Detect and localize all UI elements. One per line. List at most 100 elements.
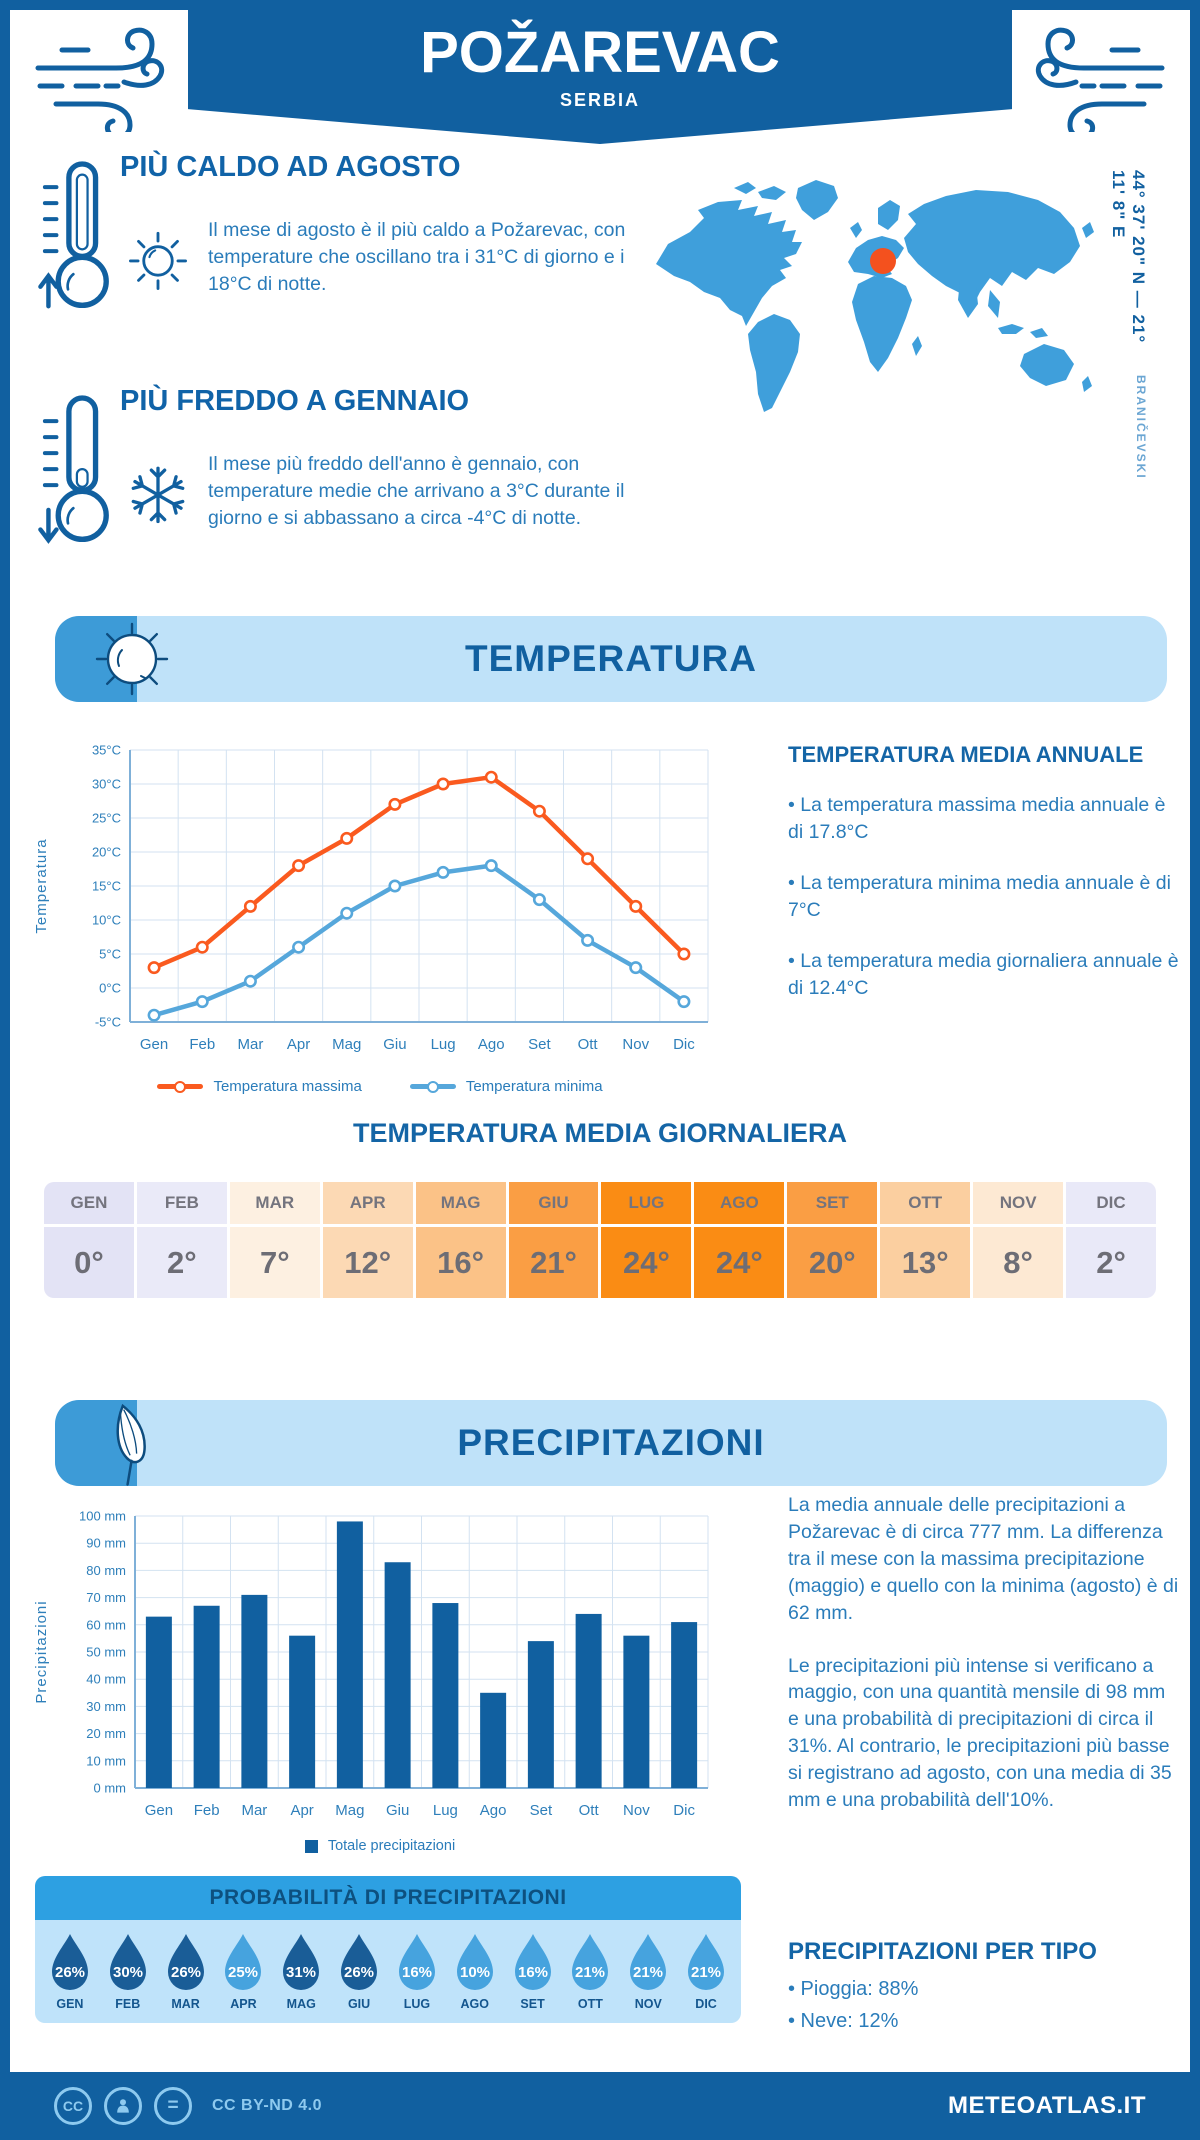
temperature-value: 7° xyxy=(259,1245,290,1280)
umbrella-band-icon xyxy=(89,1400,175,1491)
svg-text:30°C: 30°C xyxy=(92,777,121,792)
highlight-text: Il mese più freddo dell'anno è gennaio, … xyxy=(208,452,625,529)
svg-text:Temperatura: Temperatura xyxy=(33,838,50,933)
daily-temp-cell-GIU: GIU 21° xyxy=(508,1182,599,1298)
svg-text:Ott: Ott xyxy=(578,1036,599,1053)
world-map xyxy=(646,166,1104,426)
precipitation-text-block: La media annuale delle precipitazioni a … xyxy=(788,1492,1180,1840)
coordinates-text: 44° 37' 20" N — 21° 11' 8" E xyxy=(1109,170,1148,344)
temperature-value: 13° xyxy=(901,1245,949,1280)
drop-icon: 30% xyxy=(109,1934,146,1990)
svg-text:15°C: 15°C xyxy=(92,879,121,894)
region-text: BRANIČEVSKI xyxy=(1134,375,1148,480)
daily-temp-cell-SET: SET 20° xyxy=(787,1182,878,1298)
coordinates: 44° 37' 20" N — 21° 11' 8" E BRANIČEVSKI xyxy=(1108,170,1148,480)
precipitation-bar-chart: 0 mm 10 mm 20 mm 30 mm 40 mm 50 mm 60 mm 70 mm 8… xyxy=(33,1509,709,1819)
svg-text:Apr: Apr xyxy=(287,1036,310,1053)
month-label: MAR xyxy=(229,1182,320,1227)
drop-month-label: LUG xyxy=(403,1997,431,2011)
wind-icon xyxy=(1018,22,1168,140)
drop-month-label: MAR xyxy=(171,1997,200,2011)
svg-text:21%: 21% xyxy=(575,1964,605,1981)
daily-temp-cell-GEN: GEN 0° xyxy=(44,1182,134,1298)
probability-drop-GIU: 26% GIU xyxy=(330,1932,388,2011)
daily-temperature-title: TEMPERATURA MEDIA GIORNALIERA xyxy=(353,1118,847,1148)
footer: CC = CC BY-ND 4.0 METEOATLAS.IT xyxy=(0,2072,1200,2140)
probability-drop-APR: 25% APR xyxy=(214,1932,272,2011)
svg-text:Gen: Gen xyxy=(140,1036,168,1053)
temperature-value: 16° xyxy=(437,1245,485,1280)
bar-Gen xyxy=(145,1616,172,1788)
svg-text:10°C: 10°C xyxy=(92,913,121,928)
probability-drop-MAG: 31% MAG xyxy=(272,1932,330,2011)
precipitation-chart-legend: Totale precipitazioni xyxy=(30,1838,730,1854)
svg-text:0 mm: 0 mm xyxy=(94,1781,127,1796)
sun-band-icon xyxy=(89,616,175,707)
temperature-value: 24° xyxy=(715,1245,763,1280)
svg-text:Lug: Lug xyxy=(431,1036,456,1053)
temperature-value: 0° xyxy=(74,1245,104,1280)
month-label: NOV xyxy=(973,1182,1064,1227)
highlight-text: Il mese di agosto è il più caldo a Požar… xyxy=(208,218,626,295)
svg-text:26%: 26% xyxy=(344,1964,374,1981)
precipitation-section-header: PRECIPITAZIONI xyxy=(55,1400,1167,1486)
header-banner: POŽAREVAC SERBIA xyxy=(188,10,1012,144)
svg-text:-5°C: -5°C xyxy=(95,1015,121,1030)
drop-icon: 31% xyxy=(283,1934,320,1990)
sun-icon xyxy=(120,217,208,325)
drop-icon: 21% xyxy=(630,1934,667,1990)
probability-drop-AGO: 10% AGO xyxy=(446,1932,504,2011)
temperature-line-chart: -5°C 0°C 5°C 10°C 15°C 20°C 25°C 30°C 35°C Gen Feb… xyxy=(33,743,709,1053)
svg-text:16%: 16% xyxy=(518,1964,548,1981)
drop-icon: 25% xyxy=(225,1934,262,1990)
highlight-hottest: PIÙ CALDO AD AGOSTO Il mese di agosto è … xyxy=(36,151,628,325)
svg-text:0°C: 0°C xyxy=(99,981,121,996)
precipitation-by-type-block: PRECIPITAZIONI PER TIPO • Pioggia: 88% •… xyxy=(788,1938,1180,2042)
bar-Nov xyxy=(623,1635,650,1788)
brand-text: METEOATLAS.IT xyxy=(947,2092,1146,2119)
svg-text:Set: Set xyxy=(528,1036,551,1053)
svg-text:25°C: 25°C xyxy=(92,811,121,826)
drop-month-label: GIU xyxy=(347,1997,371,2011)
probability-drop-SET: 16% SET xyxy=(504,1932,562,2011)
svg-text:Nov: Nov xyxy=(622,1036,649,1053)
svg-text:35°C: 35°C xyxy=(92,743,121,758)
svg-text:Giu: Giu xyxy=(383,1036,406,1053)
svg-text:Dic: Dic xyxy=(673,1802,695,1819)
svg-text:90 mm: 90 mm xyxy=(86,1536,126,1551)
license-group: CC = CC BY-ND 4.0 xyxy=(54,2087,322,2125)
highlight-title: PIÙ CALDO AD AGOSTO xyxy=(120,151,461,183)
thermometer-up-icon xyxy=(36,152,120,325)
temperature-value: 8° xyxy=(1003,1245,1033,1280)
by-type-rain: • Pioggia: 88% xyxy=(788,1978,919,2000)
svg-text:21%: 21% xyxy=(691,1964,721,1981)
daily-temperature-table: GEN 0° FEB 2° MAR 7° APR 12° MAG 16° GIU 21° LUG 24° A… xyxy=(44,1182,1156,1298)
svg-text:Ago: Ago xyxy=(480,1802,507,1819)
legend-line-max-icon xyxy=(157,1080,204,1093)
cc-icon: CC xyxy=(54,2087,92,2125)
drop-icon: 21% xyxy=(688,1934,725,1990)
page-subtitle: SERBIA xyxy=(559,90,640,110)
month-label: MAG xyxy=(415,1182,506,1227)
probability-drop-MAR: 26% MAR xyxy=(157,1932,215,2011)
svg-text:40 mm: 40 mm xyxy=(86,1672,126,1687)
svg-text:16%: 16% xyxy=(402,1964,432,1981)
legend-label: Temperatura minima xyxy=(465,1078,603,1095)
temperature-bullet: • La temperatura media giornaliera annua… xyxy=(788,949,1179,999)
daily-temp-cell-AGO: AGO 24° xyxy=(694,1182,785,1298)
month-label: FEB xyxy=(136,1182,227,1227)
svg-text:25%: 25% xyxy=(228,1964,258,1981)
drop-icon: 26% xyxy=(341,1934,378,1990)
temperature-value: 21° xyxy=(530,1245,577,1280)
svg-text:Apr: Apr xyxy=(290,1802,313,1819)
svg-text:Mag: Mag xyxy=(335,1802,364,1819)
drop-month-label: AGO xyxy=(460,1997,489,2011)
svg-text:21%: 21% xyxy=(633,1964,663,1981)
temperature-value: 2° xyxy=(167,1245,197,1280)
svg-text:Nov: Nov xyxy=(623,1802,650,1819)
svg-text:Feb: Feb xyxy=(189,1036,215,1053)
probability-drop-DIC: 21% DIC xyxy=(677,1932,735,2011)
daily-temp-cell-MAR: MAR 7° xyxy=(229,1182,320,1298)
legend-item-min: Temperatura minima xyxy=(409,1078,603,1095)
